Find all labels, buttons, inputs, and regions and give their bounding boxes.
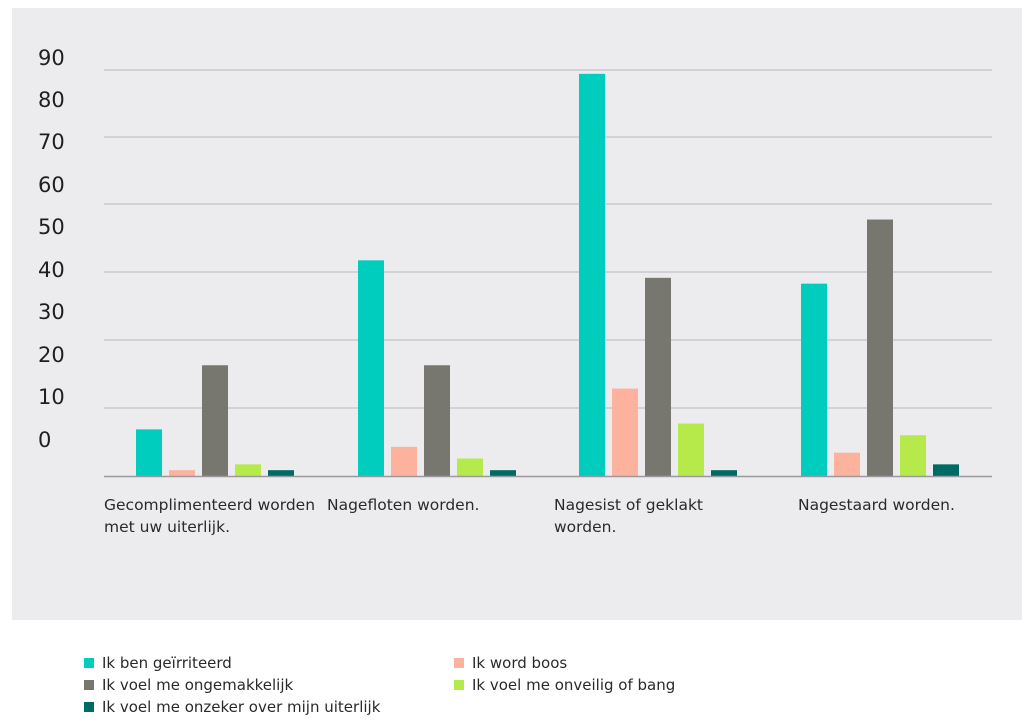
bar — [678, 423, 704, 476]
legend-swatch — [84, 702, 94, 712]
bar — [933, 464, 959, 476]
bar — [900, 435, 926, 476]
legend-item-irritated: Ik ben geïrriteerd — [84, 654, 232, 672]
y-tick-label: 30 — [38, 300, 65, 324]
gridlines — [104, 69, 992, 409]
bar — [457, 458, 483, 476]
y-tick-label: 60 — [38, 173, 65, 197]
x-category-label-3: Nagesist of geklakt worden. — [554, 496, 704, 536]
legend-swatch — [84, 680, 94, 690]
y-tick-label: 50 — [38, 215, 65, 239]
bar — [136, 429, 162, 476]
bar — [358, 260, 384, 476]
y-axis-ticks: 90 80 70 60 50 40 30 20 10 0 — [38, 46, 65, 452]
legend-swatch — [84, 658, 94, 668]
bar — [235, 464, 261, 476]
legend-swatch — [454, 658, 464, 668]
legend-label: Ik voel me onveilig of bang — [472, 676, 676, 694]
y-tick-label: 0 — [38, 428, 51, 452]
legend-label: Ik word boos — [472, 654, 568, 672]
bar-chart: 90 80 70 60 50 40 30 20 10 0 — [38, 46, 992, 478]
legend-item-angry: Ik word boos — [454, 654, 567, 672]
x-category-label-4: Nagestaard worden. — [798, 496, 955, 514]
bars — [136, 73, 959, 477]
legend-item-unsafe: Ik voel me onveilig of bang — [454, 676, 675, 694]
bar — [612, 388, 638, 476]
legend-swatch — [454, 680, 464, 690]
bar — [424, 365, 450, 476]
legend-item-insecure: Ik voel me onzeker over mijn uiterlijk — [84, 698, 380, 716]
y-tick-label: 20 — [38, 343, 65, 367]
bar — [711, 470, 737, 476]
y-tick-label: 40 — [38, 258, 65, 282]
bar — [169, 470, 195, 476]
x-category-label-1: Gecomplimenteerd worden met uw uiterlijk… — [104, 496, 316, 536]
bar — [834, 452, 860, 476]
bar — [490, 470, 516, 476]
bar — [579, 73, 605, 476]
bar — [867, 219, 893, 477]
y-tick-label: 80 — [38, 88, 65, 112]
legend-label: Ik ben geïrriteerd — [102, 654, 232, 672]
bar — [391, 446, 417, 476]
bar — [202, 365, 228, 476]
bar — [801, 283, 827, 476]
y-tick-label: 90 — [38, 46, 65, 70]
x-category-label-2: Nagefloten worden. — [327, 496, 480, 514]
y-tick-label: 10 — [38, 385, 65, 409]
bar — [645, 277, 671, 476]
legend-label: Ik voel me ongemakkelijk — [102, 676, 294, 694]
legend-item-uncomfortable: Ik voel me ongemakkelijk — [84, 676, 293, 694]
legend-label: Ik voel me onzeker over mijn uiterlijk — [102, 698, 381, 716]
y-tick-label: 70 — [38, 130, 65, 154]
bar — [268, 470, 294, 476]
chart-panel: 90 80 70 60 50 40 30 20 10 0 Gecomplimenteerd wor… — [12, 8, 1022, 620]
